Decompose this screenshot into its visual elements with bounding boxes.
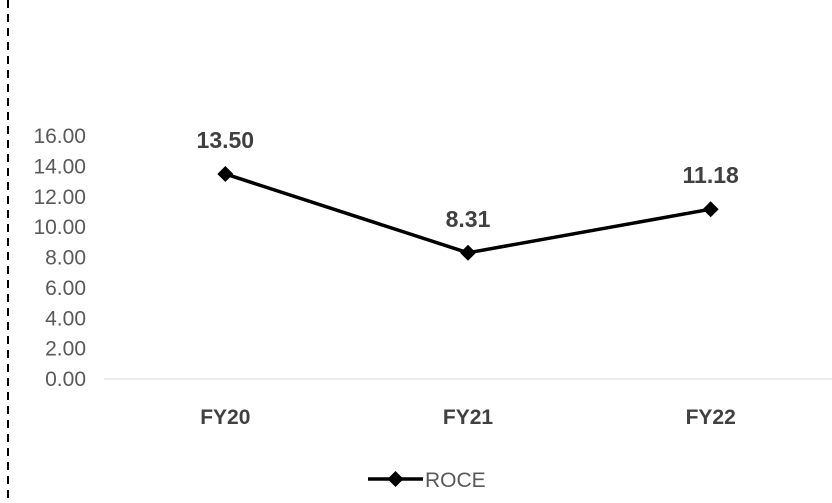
data-point-marker <box>702 201 719 218</box>
data-label: 13.50 <box>197 127 255 153</box>
y-axis-tick-labels: 0.00 2.00 4.00 6.00 8.00 10.00 12.00 14.00 16.00 <box>33 125 86 391</box>
legend-marker-swatch <box>387 471 404 487</box>
data-point-marker <box>460 244 476 261</box>
legend-label: ROCE <box>425 469 486 492</box>
y-tick-label: 16.00 <box>33 125 86 148</box>
data-point-marker <box>217 165 234 182</box>
y-tick-label: 6.00 <box>45 277 86 300</box>
x-tick-label: FY20 <box>200 406 250 429</box>
data-label: 8.31 <box>446 206 491 232</box>
y-tick-label: 4.00 <box>45 307 86 330</box>
y-tick-label: 2.00 <box>45 338 86 361</box>
x-tick-label: FY21 <box>443 406 494 429</box>
data-label: 11.18 <box>683 162 739 188</box>
y-tick-label: 14.00 <box>33 155 86 178</box>
y-tick-label: 8.00 <box>45 247 86 270</box>
y-tick-label: 0.00 <box>45 368 86 391</box>
y-tick-label: 12.00 <box>33 186 86 209</box>
legend: ROCE <box>368 469 486 492</box>
x-axis-tick-labels: FY20 FY21 FY22 <box>200 406 736 429</box>
series-roce: 13.50 8.31 11.18 <box>197 127 739 261</box>
x-tick-label: FY22 <box>686 406 736 429</box>
y-tick-label: 10.00 <box>33 216 86 239</box>
